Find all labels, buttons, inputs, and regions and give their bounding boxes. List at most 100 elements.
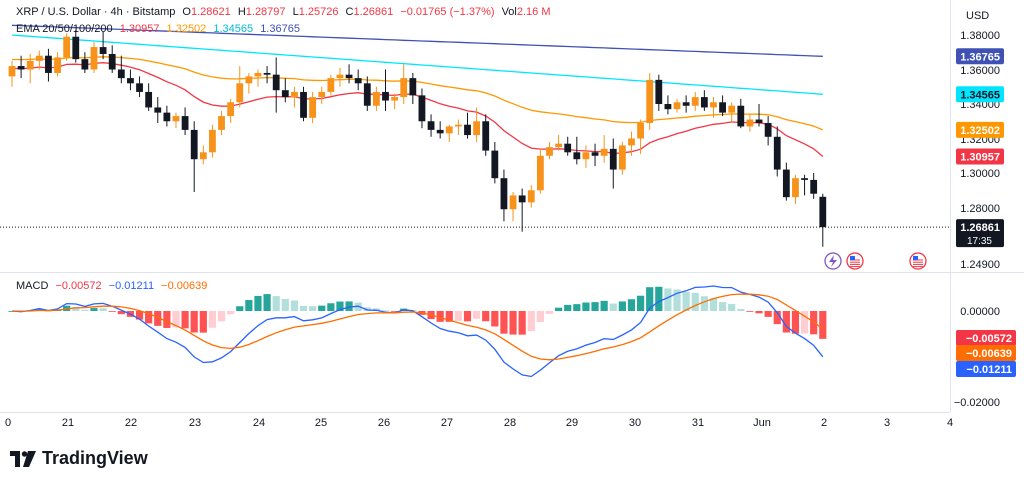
macd-line-value: −0.01211 [108,280,155,292]
candle-body [17,66,25,70]
price-tick-label: 1.28000 [960,203,1000,215]
us-economic-event-icon[interactable] [846,252,864,270]
macd-histogram-bar [728,303,736,311]
macd-histogram-bar [564,304,572,311]
ema50-value: 1.32502 [166,23,207,35]
candle-body [746,119,754,127]
macd-histogram-bar [782,311,790,333]
ema-label: EMA 20/50/100/200 [16,23,113,35]
macd-value-badge-label: −0.00572 [966,333,1012,345]
macd-histogram-bar [536,311,544,323]
candle-body [63,36,71,58]
candle-body [199,152,207,160]
macd-legend[interactable]: MACD −0.00572 −0.01211 −0.00639 [16,280,211,292]
macd-histogram-bar [381,310,390,312]
candle-body [154,107,162,113]
us-economic-event-icon[interactable] [909,252,927,270]
time-tick-label: 25 [315,417,327,429]
candle-body [464,124,471,136]
candle-body [782,169,790,198]
macd-value-badge-label: −0.00639 [966,348,1012,360]
candle-body [218,116,225,130]
time-tick-label: 24 [253,417,265,429]
macd-histogram-bar [199,311,207,333]
macd-histogram-bar [336,301,344,311]
macd-histogram-bar [290,300,299,311]
macd-histogram-bar [737,308,745,311]
symbol-legend: XRP / U.S. Dollar · 4h · Bitstamp O1.286… [16,6,555,18]
macd-histogram-bar [454,311,462,321]
time-axis[interactable]: 0 21 22 23 24 25 26 27 28 29 30 31 Jun 2 3 4 [5,417,953,429]
time-tick-label: 21 [62,417,74,429]
candle-body [509,195,517,210]
candle-body [8,66,16,77]
candle-body [555,143,562,148]
time-tick-label: 26 [378,417,390,429]
time-tick-label: Jun [753,417,771,429]
macd-histogram-bar [299,305,308,311]
time-tick-label: 3 [884,417,890,429]
candle-body [363,83,371,106]
lightning-icon [829,255,837,267]
candle-body [163,112,171,122]
symbol-title[interactable]: XRP / U.S. Dollar · 4h · Bitstamp [16,6,176,18]
ema-price-badge [956,121,1004,138]
macd-histogram-bar [281,299,289,311]
candle-body [637,122,644,139]
macd-value-badge [956,330,1016,346]
time-tick-label: 29 [566,417,578,429]
flag-canton [850,256,855,260]
ema-price-badge [956,148,1004,165]
macd-histogram-bar [709,298,718,311]
macd-histogram-bar [791,311,800,334]
candle-body [664,104,672,110]
candle-body [54,57,61,73]
time-tick-label: 31 [692,417,704,429]
time-tick-label: 4 [947,417,953,429]
candle-body [172,116,180,122]
flag-canton [913,256,918,260]
time-tick-label: 27 [441,417,453,429]
macd-histogram-bar [108,311,116,312]
candle-body [227,102,235,117]
candle-body [710,102,717,108]
candle-body [691,97,699,106]
last-price-badge [956,219,1004,248]
candle-body [81,59,89,70]
macd-histogram-bar [363,307,371,311]
macd-histogram-bar [491,311,499,327]
macd-value-badge [956,345,1016,361]
lightning-event-icon[interactable] [824,252,842,270]
price-tick-label: 1.36000 [960,65,1000,77]
macd-histogram-bar [819,311,827,339]
macd-histogram-bar [673,289,681,311]
price-axis[interactable]: 1.380001.360001.340001.320001.300001.280… [956,30,1004,271]
macd-tick-label: −0.02000 [954,397,1000,409]
tradingview-logo[interactable]: TradingView [10,448,148,469]
candle-body [136,83,143,92]
ema-legend[interactable]: EMA 20/50/100/200 1.30957 1.32502 1.3456… [16,23,304,35]
candle-body [400,78,408,98]
candle-body [117,69,125,79]
event-markers[interactable] [824,252,927,270]
macd-line [11,285,824,378]
candle-body [345,74,353,79]
macd-label: MACD [16,280,49,292]
price-tick-label: 1.24900 [960,259,1000,271]
candle-body [90,47,98,70]
macd-histogram-bar [545,311,554,314]
ema100-value: 1.34565 [213,23,254,35]
macd-histogram-bar [718,302,727,311]
macd-histogram-bar [555,307,563,311]
macd-histogram-bar [582,302,590,311]
candle-body [373,91,380,106]
price-tick-label: 1.30000 [960,168,1000,180]
macd-signal-value: −0.00639 [161,280,208,292]
macd-histogram-bar [646,287,654,311]
macd-axis[interactable]: 0.00000 −0.02000 −0.00572 −0.00639 −0.01211 [954,306,1016,409]
candle-body [700,97,708,108]
macd-histogram-bar [609,303,617,311]
candle-body [564,143,572,153]
currency-label[interactable]: USD [966,10,990,22]
